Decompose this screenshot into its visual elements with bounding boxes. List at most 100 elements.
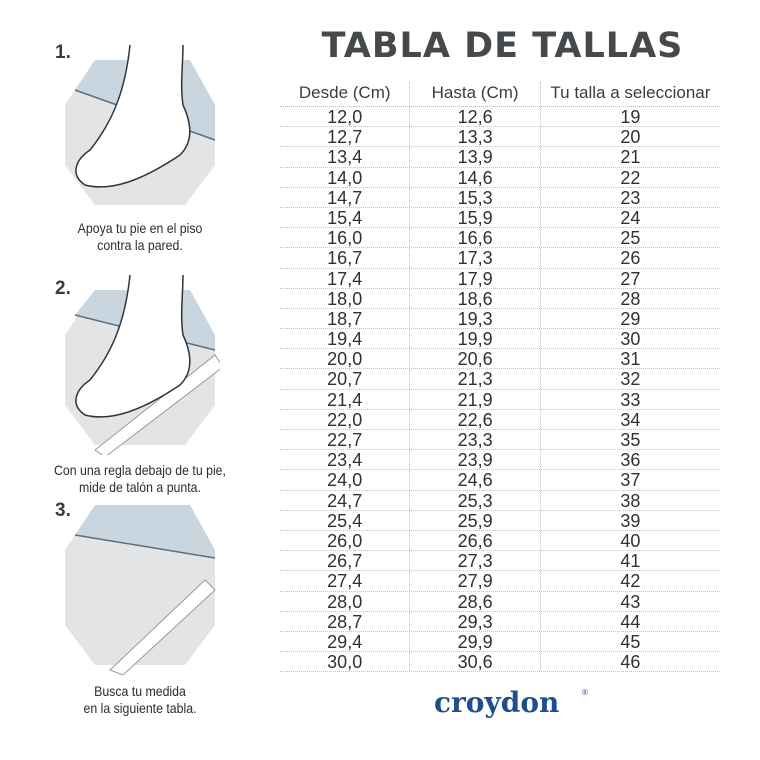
cell-hasta: 16,6 xyxy=(410,228,541,248)
cell-desde: 27,4 xyxy=(280,571,411,591)
cell-talla: 34 xyxy=(620,409,641,430)
step-2-caption-line1: Con una regla debajo de tu pie, xyxy=(54,462,226,478)
table-row: 23,4 23,9 36 xyxy=(280,450,720,471)
cell-talla: 37 xyxy=(620,470,641,491)
cell-hasta: 23,3 xyxy=(410,430,541,450)
table-row: 27,4 27,9 42 xyxy=(280,571,720,592)
cell-desde: 15,4 xyxy=(280,207,411,228)
cell-desde: 21,4 xyxy=(280,389,411,410)
cell-hasta: 19,9 xyxy=(410,329,541,349)
table-row: 28,7 29,3 44 xyxy=(280,611,720,632)
table-header: Desde (Cm) Hasta (Cm) Tu talla a selecci… xyxy=(280,82,720,107)
cell-hasta: 29,9 xyxy=(410,631,541,652)
cell-talla: 44 xyxy=(620,611,641,632)
cell-talla: 30 xyxy=(620,329,641,350)
table-body: 12,0 12,6 19 12,7 13,3 20 13,4 13,9 21 14,0 14,6 22… xyxy=(280,107,720,673)
cell-desde: 24,0 xyxy=(280,470,411,490)
cell-desde: 13,4 xyxy=(280,147,411,167)
table-row: 18,0 18,6 28 xyxy=(280,288,720,309)
cell-hasta: 13,3 xyxy=(410,127,541,147)
ruler-measure-illustration xyxy=(65,505,216,675)
cell-hasta: 17,3 xyxy=(410,248,541,268)
cell-hasta: 27,3 xyxy=(410,551,541,571)
cell-talla: 46 xyxy=(620,652,641,673)
table-row: 16,7 17,3 26 xyxy=(280,248,720,269)
cell-talla: 26 xyxy=(620,248,641,269)
cell-desde: 23,4 xyxy=(280,450,411,470)
step-1-number: 1. xyxy=(55,42,71,63)
table-row: 13,4 13,9 21 xyxy=(280,147,720,168)
cell-talla: 33 xyxy=(620,389,641,410)
cell-talla: 27 xyxy=(620,268,641,289)
table-row: 28,0 28,6 43 xyxy=(280,591,720,612)
cell-hasta: 25,9 xyxy=(410,510,541,531)
cell-desde: 22,7 xyxy=(280,430,411,450)
cell-talla: 41 xyxy=(620,551,641,572)
cell-talla: 19 xyxy=(620,107,641,127)
cell-desde: 18,0 xyxy=(280,288,411,309)
cell-desde: 16,7 xyxy=(280,248,411,268)
cell-talla: 38 xyxy=(620,490,641,511)
cell-desde: 26,0 xyxy=(280,530,411,551)
cell-hasta: 30,6 xyxy=(410,652,541,672)
table-row: 24,0 24,6 37 xyxy=(280,470,720,491)
cell-talla: 32 xyxy=(620,369,641,390)
cell-desde: 30,0 xyxy=(280,652,411,672)
cell-hasta: 19,3 xyxy=(410,308,541,329)
table-row: 26,7 27,3 41 xyxy=(280,551,720,572)
cell-desde: 16,0 xyxy=(280,228,411,248)
table-row: 21,4 21,9 33 xyxy=(280,389,720,410)
cell-desde: 26,7 xyxy=(280,551,411,571)
table-row: 22,7 23,3 35 xyxy=(280,430,720,451)
cell-talla: 22 xyxy=(620,167,641,188)
cell-desde: 17,4 xyxy=(280,268,411,289)
table-row: 12,0 12,6 19 xyxy=(280,107,720,128)
table-row: 22,0 22,6 34 xyxy=(280,409,720,430)
table-row: 20,0 20,6 31 xyxy=(280,349,720,370)
cell-desde: 28,0 xyxy=(280,591,411,612)
cell-desde: 25,4 xyxy=(280,510,411,531)
table-row: 14,7 15,3 23 xyxy=(280,187,720,208)
cell-desde: 14,7 xyxy=(280,187,411,208)
table-row: 25,4 25,9 39 xyxy=(280,510,720,531)
step-3-caption: Busca tu medida en la siguiente tabla. xyxy=(34,683,245,717)
cell-hasta: 21,3 xyxy=(410,369,541,389)
cell-hasta: 23,9 xyxy=(410,450,541,470)
cell-talla: 42 xyxy=(620,571,641,592)
cell-hasta: 14,6 xyxy=(410,167,541,188)
cell-hasta: 28,6 xyxy=(410,591,541,612)
cell-desde: 24,7 xyxy=(280,490,411,511)
cell-talla: 31 xyxy=(620,349,641,370)
size-table: Desde (Cm) Hasta (Cm) Tu talla a selecci… xyxy=(280,82,720,673)
step-1-caption-line2: contra la pared. xyxy=(97,237,183,253)
cell-desde: 12,0 xyxy=(280,107,411,127)
cell-hasta: 22,6 xyxy=(410,409,541,430)
cell-hasta: 13,9 xyxy=(410,147,541,167)
croydon-logo: croydon xyxy=(434,686,560,719)
cell-hasta: 12,6 xyxy=(410,107,541,127)
cell-hasta: 18,6 xyxy=(410,288,541,309)
cell-talla: 45 xyxy=(620,631,641,652)
cell-desde: 20,7 xyxy=(280,369,411,389)
table-row: 30,0 30,6 46 xyxy=(280,652,720,673)
table-row: 24,7 25,3 38 xyxy=(280,490,720,511)
step-3-caption-line2: en la siguiente tabla. xyxy=(83,700,197,716)
cell-talla: 36 xyxy=(620,450,641,471)
cell-hasta: 29,3 xyxy=(410,611,541,632)
cell-talla: 28 xyxy=(620,288,641,309)
cell-talla: 21 xyxy=(620,147,641,168)
cell-hasta: 25,3 xyxy=(410,490,541,511)
step-2-caption-line2: mide de talón a punta. xyxy=(79,479,201,495)
cell-talla: 29 xyxy=(620,308,641,329)
header-hasta: Hasta (Cm) xyxy=(410,82,541,106)
table-row: 14,0 14,6 22 xyxy=(280,167,720,188)
step-3-caption-line1: Busca tu medida xyxy=(94,683,186,699)
cell-desde: 12,7 xyxy=(280,127,411,147)
cell-hasta: 24,6 xyxy=(410,470,541,490)
table-row: 29,4 29,9 45 xyxy=(280,631,720,653)
cell-talla: 20 xyxy=(620,127,641,148)
table-row: 26,0 26,6 40 xyxy=(280,530,720,552)
cell-talla: 43 xyxy=(620,591,641,612)
cell-talla: 23 xyxy=(620,187,641,208)
cell-hasta: 27,9 xyxy=(410,571,541,591)
